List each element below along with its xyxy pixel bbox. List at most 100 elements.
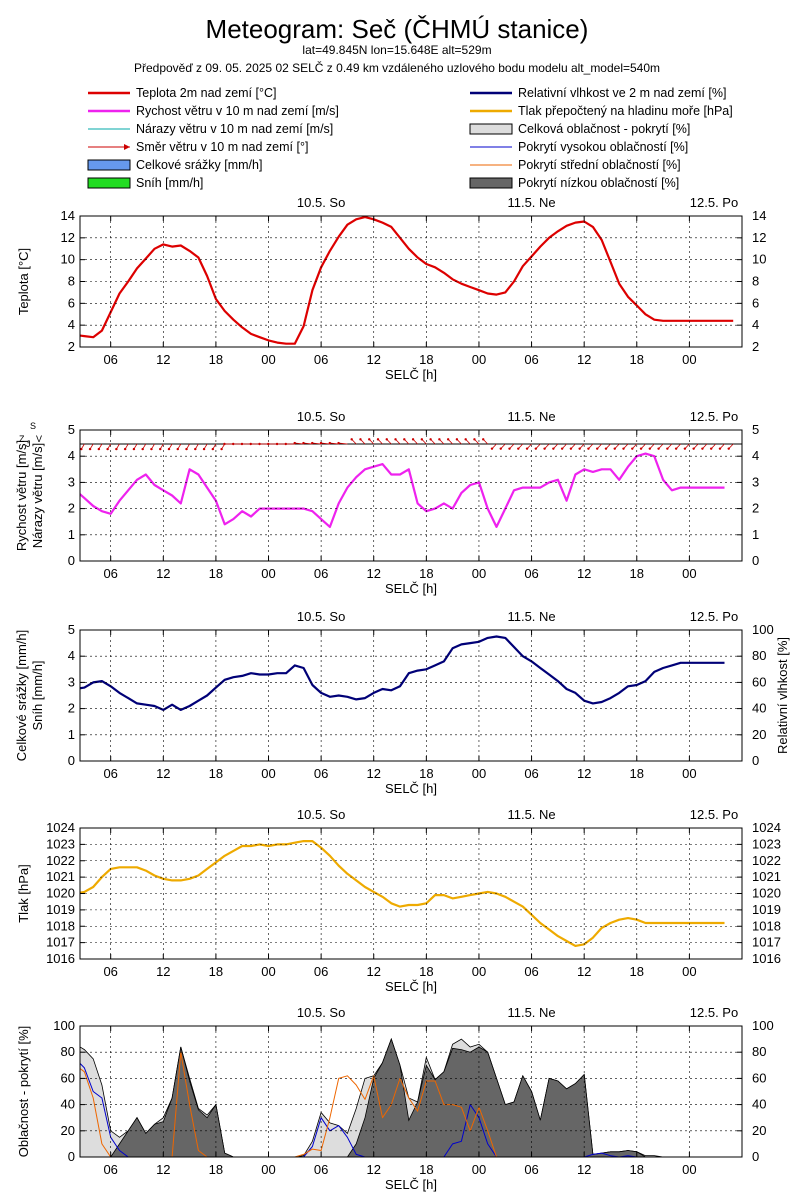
day-label: 11.5. Ne — [507, 609, 555, 624]
arrow-shaft — [338, 442, 348, 445]
x-tick-label: 12 — [367, 352, 381, 367]
wind-direction-arrow — [420, 438, 427, 445]
y-tick-label: 4 — [68, 448, 75, 463]
wind-direction-arrow — [569, 443, 576, 450]
arrow-head — [596, 447, 599, 450]
arrow-head — [97, 447, 101, 451]
wind-direction-arrow — [508, 443, 515, 450]
y-axis-label: Celkové srážky [mm/h] — [14, 630, 29, 761]
y-tick-label: 2 — [68, 701, 75, 716]
y-tick-label-right: 1022 — [752, 853, 781, 868]
arrow-head — [464, 438, 467, 441]
y-tick-label-right: 1 — [752, 527, 759, 542]
arrow-head — [587, 447, 590, 450]
panel-series-group — [80, 452, 725, 528]
wind-direction-arrow — [394, 438, 401, 445]
legend: Teplota 2m nad zemí [°C] Relativní vlhkos… — [87, 86, 733, 190]
x-tick-label: 18 — [209, 352, 223, 367]
arrow-head — [88, 447, 92, 451]
series-line — [80, 452, 725, 528]
day-label: 10.5. So — [297, 1005, 345, 1020]
arrow-head — [202, 447, 206, 451]
arrow-head — [293, 441, 296, 445]
wind-direction-arrow — [692, 443, 699, 450]
arrow-head — [727, 447, 730, 450]
x-tick-label: 12 — [577, 352, 591, 367]
y-tick-label: 12 — [61, 230, 75, 245]
wind-direction-arrow — [211, 443, 217, 451]
x-tick-label: 06 — [314, 766, 328, 781]
y-tick-label: 60 — [61, 1070, 75, 1085]
legend-label: Celková oblačnost - pokrytí [%] — [518, 122, 690, 136]
y2-tick-label: 80 — [752, 648, 766, 663]
panel-wind: SZ J V0 01 12 23 34 45 506 12 18 00 06 12 18 00 06 12 18 00… — [14, 409, 759, 596]
y-tick-label-right: 20 — [752, 1123, 766, 1138]
arrow-head — [701, 447, 704, 450]
y-axis-label-right: Relativní vlhkost [%] — [775, 637, 790, 754]
wind-direction-arrow — [525, 443, 532, 450]
arrow-head — [106, 447, 109, 451]
series-line — [80, 216, 734, 345]
legend-item: Rychost větru v 10 m nad zemí [m/s] — [88, 104, 339, 118]
wind-direction-arrow — [176, 443, 182, 451]
y-tick-label: 1023 — [46, 836, 75, 851]
legend-label: Směr větru v 10 m nad zemí [°] — [136, 140, 308, 154]
legend-item: Sníh [mm/h] — [87, 176, 203, 190]
y-axis-label: Oblačnost - pokrytí [%] — [16, 1026, 31, 1158]
arrow-head — [692, 447, 695, 450]
arrow-head — [622, 447, 625, 450]
arrow-head — [613, 447, 616, 450]
y-tick-label-right: 1020 — [752, 886, 781, 901]
wind-direction-arrow — [150, 443, 155, 451]
y-tick-label-right: 4 — [752, 448, 759, 463]
x-tick-label: 12 — [577, 964, 591, 979]
y-tick-label: 80 — [61, 1044, 75, 1059]
legend-swatch-box — [469, 123, 513, 135]
y-tick-label-right: 14 — [752, 208, 766, 223]
y-tick-label: 1019 — [46, 902, 75, 917]
series-line — [80, 840, 725, 947]
y-tick-label-right: 2 — [752, 339, 759, 354]
panel-series-group — [80, 635, 725, 711]
arrow-head — [552, 447, 555, 450]
y-tick-label: 3 — [68, 474, 75, 489]
y-tick-label: 14 — [61, 208, 75, 223]
arrow-head — [525, 447, 529, 450]
wind-direction-arrow — [657, 443, 664, 450]
y-tick-label: 2 — [68, 501, 75, 516]
day-label: 12.5. Po — [690, 195, 738, 210]
arrow-head — [249, 442, 252, 446]
y-tick-label-right: 4 — [752, 317, 759, 332]
x-tick-label: 18 — [209, 566, 223, 581]
arrow-head — [368, 438, 371, 441]
y-tick-label-right: 6 — [752, 295, 759, 310]
x-tick-label: 18 — [419, 1162, 433, 1177]
y-tick-label-right: 10 — [752, 252, 766, 267]
wind-direction-arrow — [499, 443, 506, 450]
wind-direction-arrow — [258, 442, 269, 446]
wind-direction-arrow — [106, 443, 112, 451]
series-area — [80, 1037, 725, 1157]
arrow-head — [159, 447, 162, 451]
panel-grid — [80, 1026, 742, 1157]
wind-direction-arrow — [490, 443, 497, 450]
arrow-head — [211, 447, 215, 451]
wind-direction-arrow — [727, 443, 734, 450]
wind-direction-arrow — [240, 442, 251, 446]
arrow-head — [194, 447, 197, 451]
arrow-head — [80, 447, 83, 451]
legend-swatch-box — [469, 177, 513, 189]
y-tick-label-right: 1024 — [752, 820, 781, 835]
wind-direction-arrow — [385, 438, 392, 445]
legend-label: Rychost větru v 10 m nad zemí [m/s] — [136, 104, 339, 118]
y-axis-label-2: Sníh [mm/h] — [30, 660, 45, 730]
y-tick-label: 1021 — [46, 869, 75, 884]
arrow-head — [490, 447, 494, 450]
x-tick-label: 00 — [472, 964, 486, 979]
x-tick-label: 00 — [261, 964, 275, 979]
x-tick-label: 18 — [630, 352, 644, 367]
arrow-head — [499, 447, 502, 450]
compass-j: J — [26, 439, 31, 449]
